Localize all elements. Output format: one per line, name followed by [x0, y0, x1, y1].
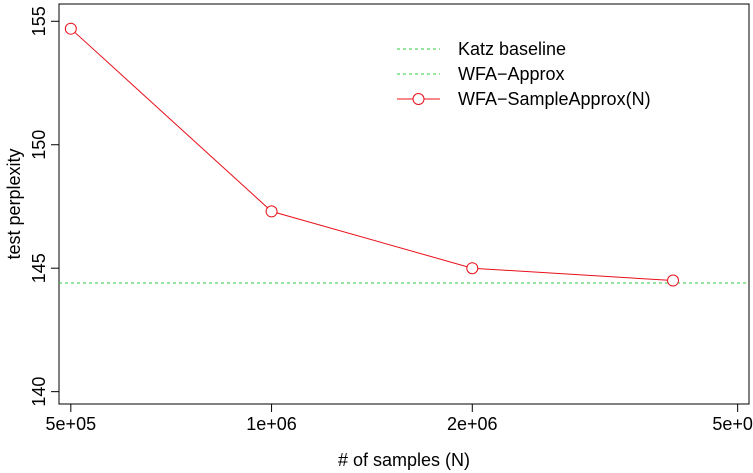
x-axis-label: # of samples (N) — [338, 450, 470, 470]
x-tick-label: 5e+05 — [46, 414, 97, 434]
axes-layer: 5e+05 1e+06 2e+06 5e+06 140 145 150 155 — [29, 6, 753, 434]
plot-frame — [58, 3, 750, 405]
plot-layer — [59, 22, 749, 287]
y-tick-label: 140 — [29, 377, 49, 407]
data-point — [667, 274, 680, 287]
y-axis-label: test perplexity — [4, 148, 24, 259]
y-tick-label: 155 — [29, 6, 49, 36]
data-point — [466, 262, 479, 275]
data-point — [265, 205, 278, 218]
legend-label: WFA−Approx — [458, 64, 565, 84]
legend-marker — [412, 93, 425, 105]
x-tick-label: 1e+06 — [246, 414, 297, 434]
x-tick-label: 2e+06 — [447, 414, 498, 434]
series-line — [70, 28, 674, 282]
legend-label: Katz baseline — [458, 39, 566, 59]
y-tick-label: 145 — [29, 253, 49, 283]
x-tick-label: 5e+06 — [712, 414, 753, 434]
data-point — [64, 22, 77, 35]
y-tick-label: 150 — [29, 130, 49, 160]
legend-label: WFA−SampleApprox(N) — [458, 89, 651, 109]
legend: Katz baseline WFA−Approx WFA−SampleApprox(… — [397, 39, 651, 109]
